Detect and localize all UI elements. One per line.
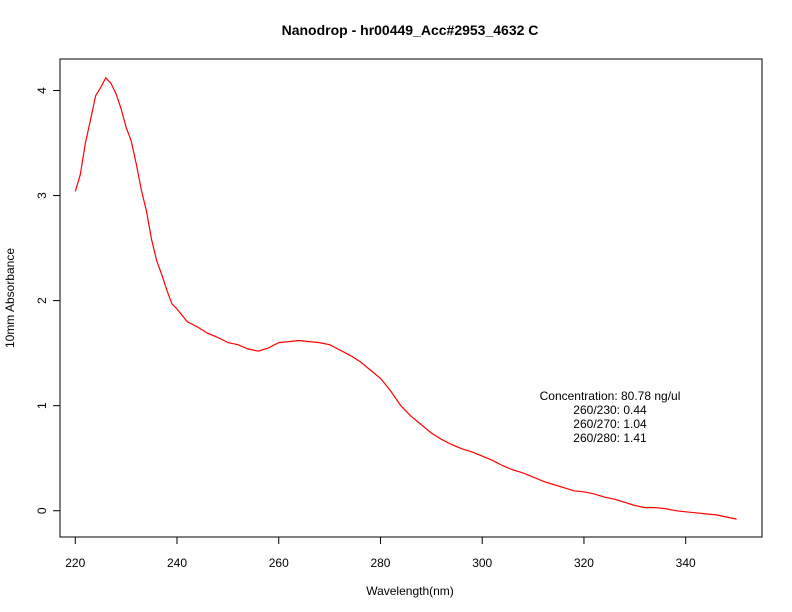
absorbance-line <box>74 76 737 520</box>
plot-frame <box>59 58 763 538</box>
x-axis-label: Wavelength(nm) <box>366 584 454 598</box>
annotation-line: 260/270: 1.04 <box>573 417 647 431</box>
y-axis-label: 10mm Absorbance <box>3 248 17 348</box>
y-tick-label: 1 <box>35 402 49 409</box>
annotation-line: 260/230: 0.44 <box>573 403 647 417</box>
x-tick-label: 280 <box>370 556 390 570</box>
y-tick-label: 2 <box>35 297 49 304</box>
y-tick-label: 3 <box>35 192 49 199</box>
chart-title: Nanodrop - hr00449_Acc#2953_4632 C <box>282 22 539 38</box>
x-tick-label: 220 <box>65 556 85 570</box>
y-tick-label: 4 <box>35 87 49 94</box>
x-tick-label: 260 <box>269 556 289 570</box>
annotation-line: Concentration: 80.78 ng/ul <box>540 389 681 403</box>
x-tick-label: 240 <box>167 556 187 570</box>
x-axis: 220 240 260 280 300 320 340 <box>65 536 696 570</box>
x-tick-label: 340 <box>676 556 696 570</box>
x-tick-label: 320 <box>574 556 594 570</box>
y-axis: 0 1 2 3 4 <box>35 87 61 514</box>
y-tick-label: 0 <box>35 507 49 514</box>
annotation-line: 260/280: 1.41 <box>573 431 647 445</box>
x-tick-label: 300 <box>472 556 492 570</box>
